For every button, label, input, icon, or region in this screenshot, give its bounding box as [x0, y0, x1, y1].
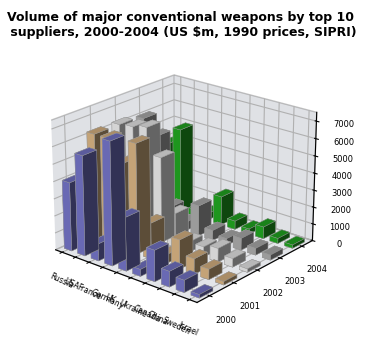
Title: Volume of major conventional weapons by top 10
 suppliers, 2000-2004 (US $m, 199: Volume of major conventional weapons by …: [6, 11, 356, 39]
